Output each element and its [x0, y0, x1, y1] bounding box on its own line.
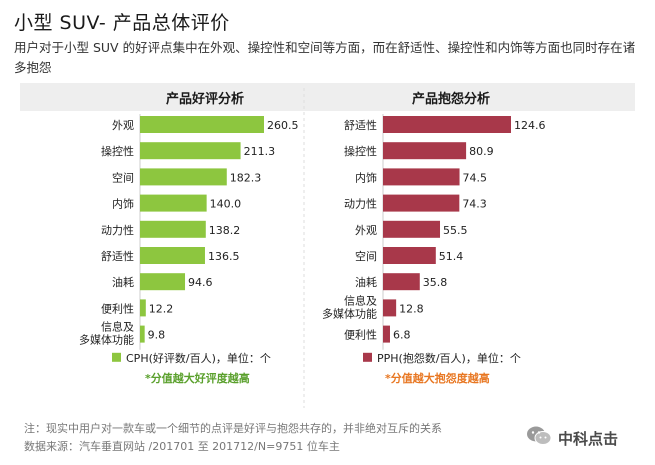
praise-value-label: 9.8 [148, 329, 166, 342]
praise-category-label: 信息及 [101, 320, 134, 334]
praise-value-label: 138.2 [209, 224, 241, 237]
praise-category-label: 动力性 [101, 223, 134, 237]
complaint-value-label: 80.9 [469, 145, 494, 158]
complaint-value-label: 12.8 [399, 302, 424, 315]
praise-bar [140, 273, 186, 291]
praise-category-label: 空间 [112, 170, 134, 184]
praise-bar [140, 325, 145, 343]
complaint-value-label: 55.5 [443, 224, 468, 237]
complaint-bar [383, 142, 467, 160]
complaint-chart-title: 产品抱怨分析 [412, 91, 490, 107]
complaint-category-label: 油耗 [355, 275, 377, 289]
complaint-legend-label: PPH(抱怨数/百人)，单位：个 [377, 351, 521, 365]
complaint-category-label: 信息及 [344, 293, 377, 307]
page-title: 小型 SUV- 产品总体评价 [14, 12, 230, 34]
wechat-icon [526, 425, 552, 451]
complaint-value-label: 35.8 [423, 276, 448, 289]
praise-bar [140, 142, 241, 160]
praise-category-label: 便利性 [101, 301, 134, 315]
praise-value-label: 94.6 [188, 276, 213, 289]
complaint-bar [383, 299, 397, 317]
praise-value-label: 211.3 [244, 145, 276, 158]
complaint-value-label: 51.4 [439, 250, 464, 263]
praise-bar [140, 194, 207, 212]
complaint-value-label: 74.5 [463, 171, 488, 184]
complaint-value-label: 124.6 [514, 119, 546, 132]
complaint-note: *分值越大抱怨度越高 [385, 371, 490, 385]
praise-bar [140, 220, 206, 238]
complaint-bar [383, 247, 436, 264]
complaint-category-label: 操控性 [344, 144, 377, 158]
chart-header-band [20, 83, 635, 111]
praise-value-label: 182.3 [230, 171, 261, 184]
complaint-bar [383, 194, 460, 212]
brand-logo: 中科点击 [526, 424, 618, 452]
complaint-bar [383, 220, 441, 238]
praise-category-label: 内饰 [112, 197, 134, 211]
complaint-legend-swatch [363, 352, 372, 362]
complaint-category-label: 多媒体功能 [322, 306, 377, 320]
praise-note: *分值越大好评度越高 [145, 371, 250, 385]
praise-bar [140, 116, 264, 133]
complaint-bar [383, 273, 420, 291]
praise-category-label: 油耗 [112, 275, 134, 289]
praise-value-label: 12.2 [149, 302, 174, 315]
praise-bar [140, 168, 227, 186]
praise-value-label: 136.5 [208, 250, 240, 263]
praise-chart-title: 产品好评分析 [166, 91, 244, 107]
brand-logo-text: 中科点击 [558, 429, 619, 448]
footnote-source: 数据来源：汽车垂直网站 /201701 至 201712/N=9751 位车主 [24, 440, 340, 453]
complaint-bar [383, 325, 390, 343]
complaint-category-label: 内饰 [355, 170, 377, 184]
praise-bar [140, 247, 205, 264]
praise-category-label: 多媒体功能 [79, 333, 134, 347]
footnote-note: 注：现实中用户对一款车或一个细节的点评是好评与抱怨共存的，并非绝对互斥的关系 [24, 422, 442, 435]
page-subtitle: 用户对于小型 SUV 的好评点集中在外观、操控性和空间等方面，而在舒适性、操控性… [14, 40, 636, 75]
praise-value-label: 260.5 [267, 119, 299, 132]
complaint-category-label: 舒适性 [344, 118, 377, 132]
complaint-category-label: 外观 [355, 224, 377, 237]
complaint-category-label: 便利性 [344, 328, 377, 342]
complaint-value-label: 6.8 [393, 329, 411, 342]
praise-category-label: 舒适性 [101, 249, 134, 263]
praise-bar [140, 299, 146, 317]
complaint-value-label: 74.3 [462, 198, 487, 211]
complaint-bar [383, 116, 511, 133]
praise-legend-label: CPH(好评数/百人)，单位：个 [126, 351, 271, 365]
praise-legend-swatch [112, 352, 121, 362]
complaint-category-label: 空间 [355, 249, 377, 263]
praise-value-label: 140.0 [210, 198, 242, 211]
praise-category-label: 操控性 [101, 144, 134, 158]
complaint-category-label: 动力性 [344, 197, 377, 211]
complaint-bar [383, 168, 460, 186]
praise-category-label: 外观 [112, 119, 134, 132]
